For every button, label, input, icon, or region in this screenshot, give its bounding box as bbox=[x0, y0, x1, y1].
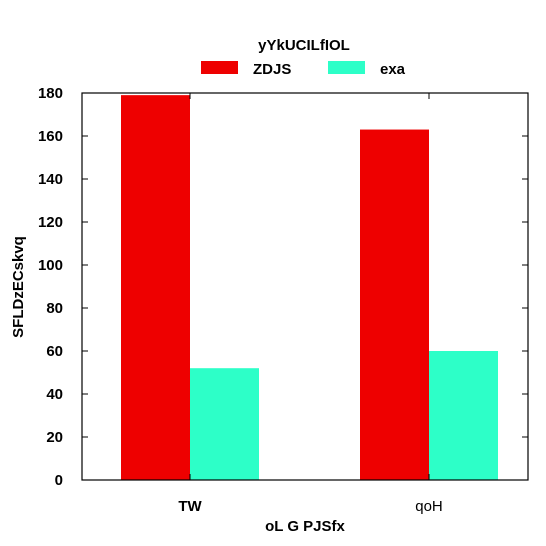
plot-frame bbox=[81, 92, 529, 481]
y-tick-label-9: 180 bbox=[38, 85, 63, 102]
bar-ZDJS-qoH bbox=[360, 129, 429, 481]
y-tick-label-3: 60 bbox=[46, 343, 63, 360]
x-axis-ticks: TW qoH bbox=[178, 93, 443, 515]
legend: yYkUCILfIOL ZDJS exa bbox=[201, 37, 406, 78]
bar-exa-qoH bbox=[429, 351, 498, 480]
legend-label-series-1: exa bbox=[380, 61, 406, 78]
legend-label-series-0: ZDJS bbox=[253, 61, 291, 78]
legend-swatch-series-1 bbox=[328, 61, 365, 74]
y-tick-label-5: 100 bbox=[38, 257, 63, 274]
y-tick-label-0: 0 bbox=[55, 472, 63, 489]
y-tick-label-6: 120 bbox=[38, 214, 63, 231]
y-tick-label-8: 160 bbox=[38, 128, 63, 145]
bar-exa-TW bbox=[190, 368, 259, 480]
bars-group bbox=[121, 95, 498, 481]
y-tick-label-7: 140 bbox=[38, 171, 63, 188]
y-axis-ticks: 0 20 40 60 80 100 120 140 160 180 bbox=[38, 85, 528, 489]
legend-swatch-series-0 bbox=[201, 61, 238, 74]
x-axis-title: oL G PJSfx bbox=[265, 518, 345, 535]
y-tick-label-2: 40 bbox=[46, 386, 63, 403]
y-tick-label-1: 20 bbox=[46, 429, 63, 446]
y-axis-title: SFLDzECskvq bbox=[10, 236, 27, 338]
x-tick-label-1: qoH bbox=[415, 498, 443, 515]
legend-title: yYkUCILfIOL bbox=[258, 37, 350, 54]
y-tick-label-4: 80 bbox=[46, 300, 63, 317]
x-tick-label-0: TW bbox=[178, 498, 202, 515]
bar-ZDJS-TW bbox=[121, 95, 190, 481]
